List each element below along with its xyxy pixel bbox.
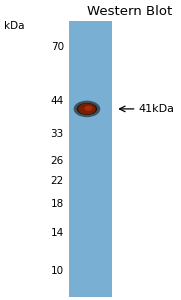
Ellipse shape — [84, 106, 92, 111]
Ellipse shape — [77, 103, 97, 115]
Ellipse shape — [78, 103, 96, 114]
FancyBboxPatch shape — [69, 21, 112, 297]
Ellipse shape — [74, 100, 100, 117]
Text: kDa: kDa — [4, 21, 24, 31]
Text: 14: 14 — [51, 228, 64, 238]
Text: 41kDa: 41kDa — [138, 104, 174, 114]
Text: 18: 18 — [51, 199, 64, 209]
Text: Western Blot: Western Blot — [87, 5, 172, 18]
Text: 70: 70 — [51, 42, 64, 52]
Text: 10: 10 — [51, 266, 64, 276]
Text: 44: 44 — [51, 96, 64, 106]
Text: 22: 22 — [51, 176, 64, 186]
Text: 26: 26 — [51, 156, 64, 166]
Text: 33: 33 — [51, 129, 64, 139]
